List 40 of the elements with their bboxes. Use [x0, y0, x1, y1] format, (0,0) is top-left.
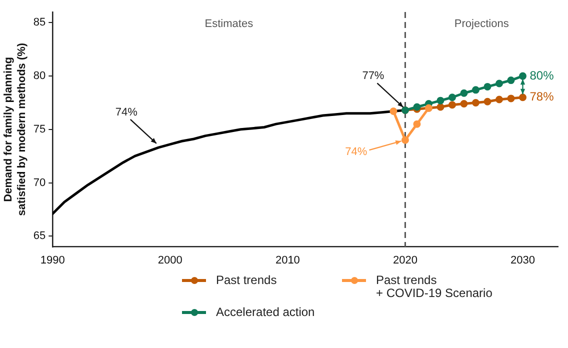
annotation: 74%	[115, 106, 138, 119]
point	[460, 100, 468, 108]
y-tick-label: 85	[33, 16, 46, 29]
point	[507, 76, 515, 84]
point	[436, 96, 444, 104]
point	[413, 120, 421, 128]
x-tick-label: 2030	[510, 254, 535, 266]
annotation: 77%	[362, 70, 384, 82]
point	[472, 86, 480, 94]
point	[495, 80, 503, 88]
data-label: 74%	[345, 146, 368, 158]
annotation: Projections	[454, 18, 510, 30]
data-label: 80%	[530, 68, 554, 82]
legend-label: Past trends + COVID-19 Scenario	[376, 273, 492, 300]
annotation: Estimates	[204, 18, 254, 30]
point	[507, 94, 515, 102]
point	[401, 136, 409, 144]
point	[484, 98, 492, 106]
y-axis-title: Demand for family planning satisfied by modern methods (%)	[2, 42, 28, 216]
point	[448, 101, 456, 109]
legend-label: Past trends	[216, 273, 277, 287]
point	[448, 94, 456, 102]
point	[518, 94, 526, 102]
x-tick-label: 2010	[275, 254, 300, 266]
x-tick-label: 1990	[40, 254, 65, 266]
data-label: 78%	[530, 90, 554, 104]
point	[484, 82, 492, 90]
y-tick-label: 75	[33, 123, 46, 136]
point	[436, 103, 444, 111]
point	[472, 98, 480, 106]
point	[460, 89, 468, 97]
legend-label: Accelerated action	[216, 305, 315, 319]
point	[390, 108, 398, 116]
y-tick-label: 70	[33, 176, 46, 189]
x-tick-label: 2020	[392, 254, 418, 266]
point	[495, 96, 503, 104]
y-tick-label: 65	[33, 230, 46, 242]
y-tick-label: 80	[33, 70, 46, 82]
point	[518, 72, 526, 80]
x-tick-label: 2000	[158, 254, 182, 266]
